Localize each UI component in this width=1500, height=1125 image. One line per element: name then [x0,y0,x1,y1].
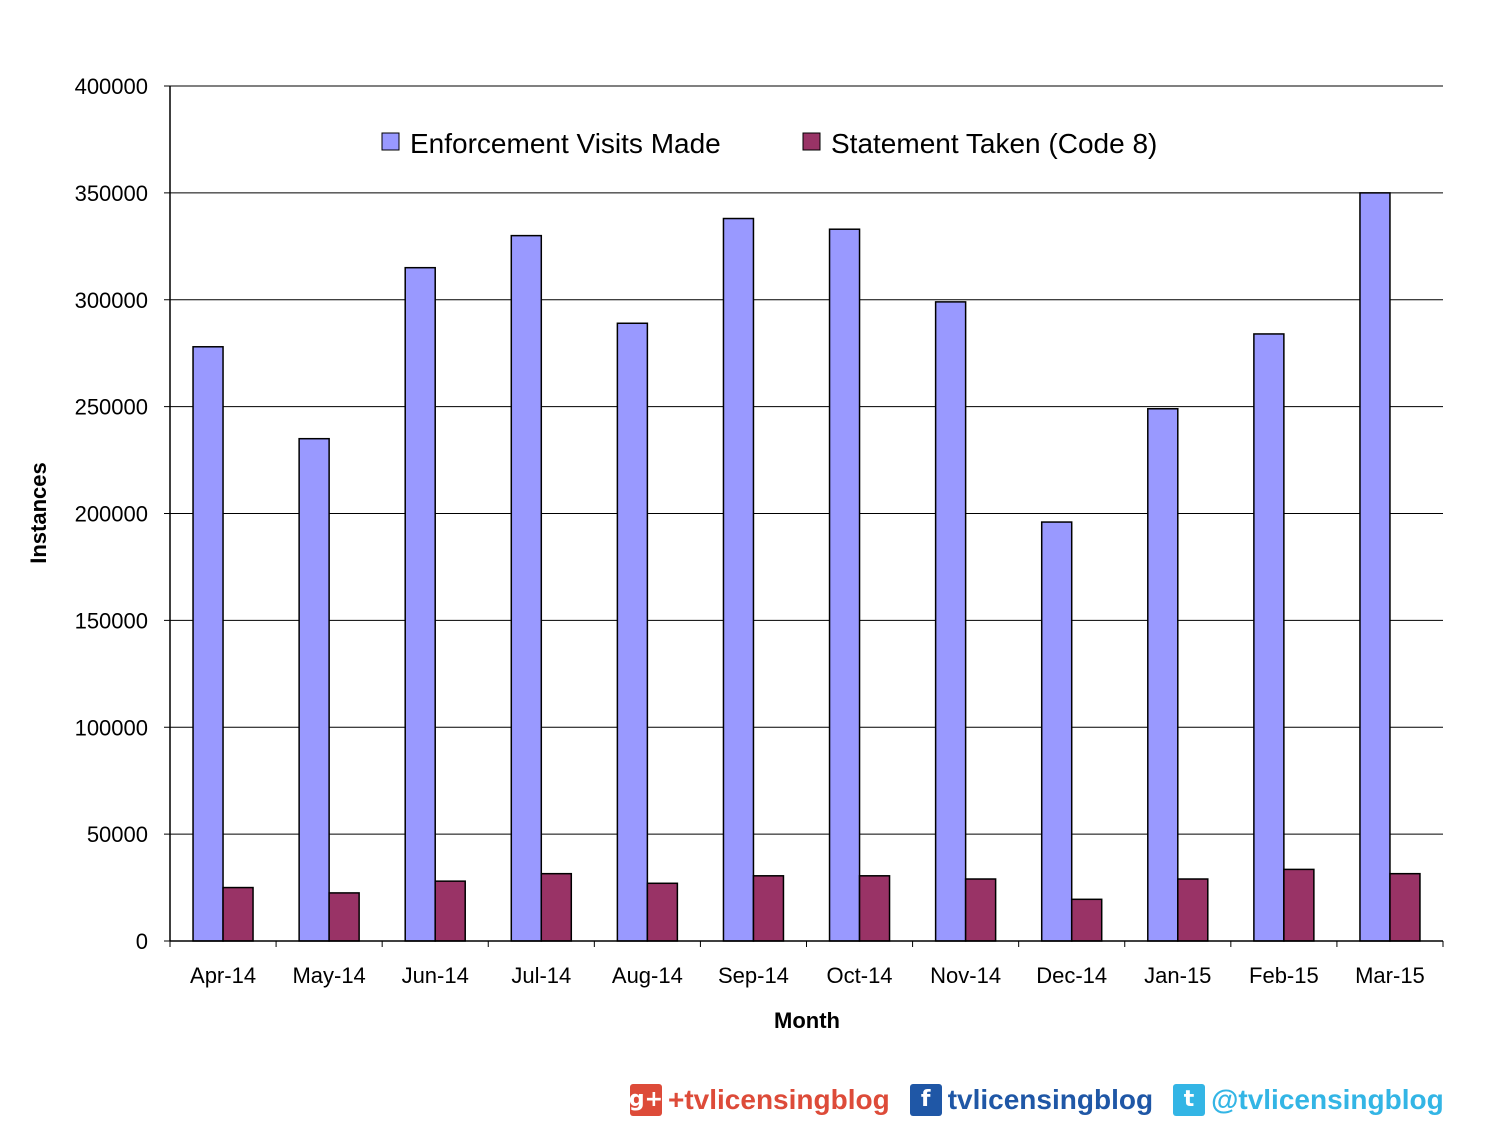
facebook-handle: tvlicensingblog [947,1084,1154,1115]
facebook-link[interactable]: f tvlicensingblog [909,1084,1154,1116]
bar-statement-taken [858,875,891,942]
twitter-link[interactable]: t @tvlicensingblog [1173,1084,1444,1116]
y-tick-label: 100000 [75,715,148,740]
bar-enforcement-visits [298,437,330,942]
y-tick-label: 250000 [75,395,148,420]
bar-statement-taken [1177,878,1209,942]
x-tick-label: Apr-14 [190,963,256,988]
bar-enforcement-visits [616,322,649,942]
x-tick-label: Jun-14 [402,963,469,988]
y-tick-label: 400000 [75,74,148,99]
y-axis-title: Instances [26,462,51,564]
bar-enforcement-visits [1147,408,1179,942]
bar-statement-taken [1283,868,1315,942]
y-tick-label: 0 [136,929,148,954]
legend: Enforcement Visits Made Statement Taken … [381,128,1157,159]
google-plus-link[interactable]: g+ +tvlicensingblog [629,1084,890,1116]
gridlines [170,85,1443,835]
google-plus-handle: +tvlicensingblog [668,1084,890,1115]
axes [169,86,1443,942]
x-tick-label: Jan-15 [1144,963,1211,988]
x-tick-label: Jul-14 [511,963,571,988]
bar-enforcement-visits [510,234,543,942]
twitter-icon: t [1173,1084,1206,1116]
twitter-handle: @tvlicensingblog [1211,1084,1444,1115]
bar-statement-taken [1389,872,1421,942]
facebook-icon: f [909,1084,942,1116]
y-tick-label: 150000 [75,608,148,633]
bars [192,192,1421,942]
bar-statement-taken [752,875,785,942]
social-footer: g+ +tvlicensingblog f tvlicensingblog t … [629,1080,1444,1120]
x-tick-label: Nov-14 [930,963,1001,988]
y-axis-ticks: 0 50000 100000 150000 200000 250000 300000 3500… [75,74,170,954]
bar-enforcement-visits [934,301,967,942]
legend-label-enforcement-visits: Enforcement Visits Made [410,128,721,159]
x-axis-title: Month [774,1008,840,1033]
bar-statement-taken [328,892,360,942]
bar-enforcement-visits [1040,521,1073,942]
y-tick-label: 200000 [75,502,148,527]
x-tick-label: Aug-14 [612,963,683,988]
y-tick-label: 300000 [75,288,148,313]
bar-chart: 0 50000 100000 150000 200000 250000 300000 3500… [26,74,1444,1033]
x-axis-ticks: Apr-14 May-14 Jun-14 Jul-14 Aug-14 Sep-14 Oct-… [169,941,1444,988]
bar-enforcement-visits [192,346,224,942]
x-tick-label: Mar-15 [1355,963,1425,988]
bar-statement-taken [1070,898,1103,942]
x-tick-label: Oct-14 [827,963,893,988]
google-plus-icon: g+ [629,1084,663,1116]
bar-enforcement-visits [404,266,436,942]
bar-statement-taken [434,880,466,942]
bar-enforcement-visits [722,217,755,942]
legend-label-statement-taken: Statement Taken (Code 8) [831,128,1157,159]
bar-statement-taken [964,878,997,942]
bar-enforcement-visits [1359,192,1391,942]
bar-enforcement-visits [828,228,861,942]
bar-statement-taken [540,872,573,942]
legend-swatch-enforcement-visits [381,132,400,151]
bar-enforcement-visits [1253,333,1285,942]
bar-statement-taken [222,886,254,942]
x-tick-label: Feb-15 [1249,963,1319,988]
x-tick-label: Sep-14 [718,963,789,988]
y-tick-label: 350000 [75,181,148,206]
bar-statement-taken [646,882,679,942]
y-tick-label: 50000 [87,822,148,847]
x-tick-label: Dec-14 [1036,963,1107,988]
legend-swatch-statement-taken [802,132,821,151]
x-tick-label: May-14 [292,963,365,988]
